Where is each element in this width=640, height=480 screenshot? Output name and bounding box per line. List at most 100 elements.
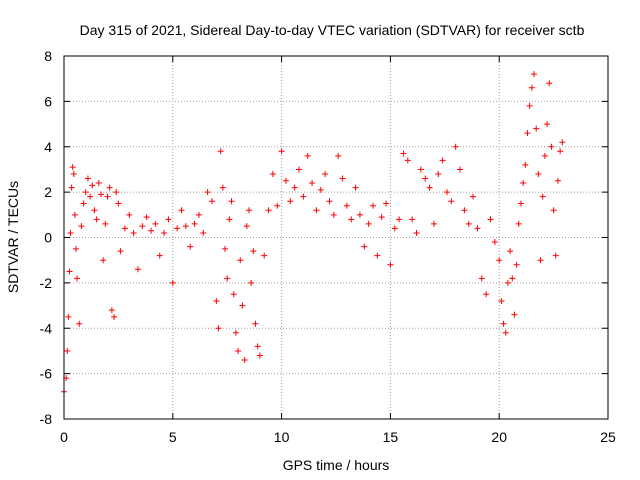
data-point (130, 229, 137, 236)
data-point (387, 261, 394, 268)
x-tick-label: 0 (60, 429, 68, 445)
data-point (71, 211, 78, 218)
y-tick-label: -6 (40, 366, 53, 382)
data-point (426, 184, 433, 191)
data-point (215, 325, 222, 332)
data-point (65, 313, 72, 320)
data-point (111, 313, 118, 320)
y-tick-label: 8 (44, 48, 52, 64)
data-point (68, 184, 75, 191)
data-point (509, 275, 516, 282)
data-point (69, 164, 76, 171)
data-point (396, 216, 403, 223)
data-point (528, 84, 535, 91)
x-axis-label: GPS time / hours (283, 457, 390, 473)
data-point (491, 239, 498, 246)
data-point (300, 193, 307, 200)
data-point (78, 223, 85, 230)
data-point (245, 207, 252, 214)
data-point (261, 252, 268, 259)
data-point (522, 161, 529, 168)
data-point (304, 152, 311, 159)
data-point (213, 298, 220, 305)
x-tick-label: 5 (169, 429, 177, 445)
data-point (513, 261, 520, 268)
data-point (448, 198, 455, 205)
data-point (309, 180, 316, 187)
data-point (237, 257, 244, 264)
data-point (102, 220, 109, 227)
data-point (343, 202, 350, 209)
data-point (548, 143, 555, 150)
data-point (443, 189, 450, 196)
gridlines (64, 56, 608, 419)
data-point (535, 170, 542, 177)
data-point (200, 229, 207, 236)
data-point (422, 175, 429, 182)
data-point (224, 275, 231, 282)
data-point (335, 152, 342, 159)
data-point (356, 211, 363, 218)
data-point (322, 170, 329, 177)
data-point (108, 307, 115, 314)
x-axis-ticks: 0 5 10 15 20 25 (60, 56, 616, 445)
data-point (230, 291, 237, 298)
data-point (413, 229, 420, 236)
data-point (106, 184, 113, 191)
data-point (134, 266, 141, 273)
data-point (487, 216, 494, 223)
data-point (222, 245, 229, 252)
data-point (439, 157, 446, 164)
data-point (478, 275, 485, 282)
x-tick-label: 20 (491, 429, 507, 445)
data-point (498, 298, 505, 305)
data-point (208, 198, 215, 205)
y-tick-label: -8 (40, 411, 53, 427)
data-point (232, 329, 239, 336)
data-point (546, 80, 553, 87)
data-point (550, 207, 557, 214)
data-point (531, 71, 538, 78)
data-point (187, 243, 194, 250)
data-point (461, 207, 468, 214)
data-point (533, 125, 540, 132)
data-point (369, 202, 376, 209)
data-point (544, 121, 551, 128)
x-tick-label: 10 (274, 429, 290, 445)
data-point (474, 225, 481, 232)
data-point (296, 166, 303, 173)
data-point (383, 200, 390, 207)
data-point (219, 184, 226, 191)
data-point (348, 216, 355, 223)
data-point (67, 229, 74, 236)
data-point (500, 320, 507, 327)
x-tick-label: 15 (383, 429, 399, 445)
data-point (243, 223, 250, 230)
data-point (226, 216, 233, 223)
y-axis-label: SDTVAR / TECUs (5, 181, 21, 293)
data-point (156, 252, 163, 259)
data-point (404, 157, 411, 164)
data-point (452, 143, 459, 150)
data-point (524, 130, 531, 137)
data-point (76, 320, 83, 327)
data-point (97, 191, 104, 198)
y-tick-label: -4 (40, 320, 53, 336)
data-point (520, 180, 527, 187)
data-point (291, 184, 298, 191)
data-points (61, 71, 566, 395)
data-point (409, 216, 416, 223)
data-point (254, 343, 261, 350)
data-point (515, 220, 522, 227)
data-point (117, 248, 124, 255)
data-point (74, 275, 81, 282)
data-point (435, 170, 442, 177)
data-point (483, 291, 490, 298)
data-point (87, 193, 94, 200)
data-point (174, 225, 181, 232)
data-point (378, 214, 385, 221)
data-point (511, 311, 518, 318)
data-point (72, 245, 79, 252)
data-point (248, 279, 255, 286)
data-point (539, 193, 546, 200)
